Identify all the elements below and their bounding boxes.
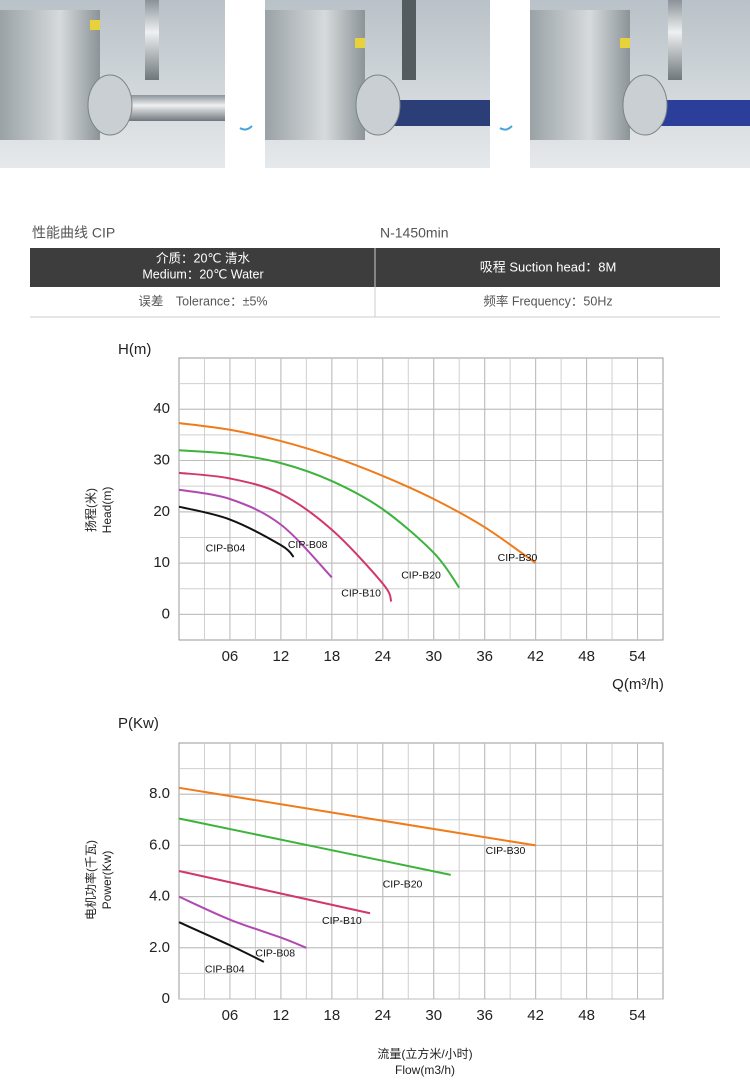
y-axis-title: P(Kw) (118, 715, 159, 732)
series-line (178, 921, 265, 963)
series-line (178, 422, 537, 564)
x-tick-label: 42 (527, 648, 544, 665)
x-tick-label: 18 (323, 648, 340, 665)
y-tick-label: 0 (162, 990, 170, 1007)
x-tick-label: 48 (578, 648, 595, 665)
series-label: CIP-B10 (322, 915, 362, 927)
x-tick-label: 06 (222, 1007, 239, 1024)
y-axis-label: 电机功率(千瓦) (83, 840, 98, 920)
arrow (499, 125, 513, 131)
table-cell: 吸程 Suction head：8M (480, 259, 617, 274)
x-tick-label: 30 (425, 648, 442, 665)
chart: 06 12 18 24 30 36 42 48 54 0 10 20 30 40 H(m) 扬程(米) Head… (83, 341, 664, 693)
chart: 06 12 18 24 30 36 42 48 54 0 2.0 4.0 6.0 8.0 P(Kw) 电机功率… (83, 715, 664, 1077)
x-tick-label: 42 (527, 1007, 544, 1024)
x-tick-label: 06 (222, 648, 239, 665)
y-tick-label: 0 (162, 605, 170, 622)
x-tick-label: 30 (425, 1007, 442, 1024)
y-tick-label: 20 (153, 503, 170, 520)
x-axis-label: 流量(立方米/小时) (377, 1046, 472, 1061)
y-tick-label: 2.0 (149, 939, 170, 956)
product-photos (0, 0, 750, 168)
series-line (178, 895, 307, 949)
series-line (178, 817, 451, 876)
y-tick-label: 40 (153, 400, 170, 417)
series-label: CIP-B20 (401, 569, 441, 581)
y-axis-title: H(m) (118, 341, 151, 358)
series-label: CIP-B08 (255, 948, 295, 960)
y-axis-label: Head(m) (100, 487, 114, 534)
y-tick-label: 4.0 (149, 888, 170, 905)
series-label: CIP-B20 (383, 879, 423, 891)
photo (0, 0, 225, 168)
x-axis-label: Flow(m3/h) (395, 1063, 455, 1077)
speed: N-1450min (380, 225, 448, 241)
series-label: CIP-B04 (205, 964, 245, 976)
x-tick-label: 12 (273, 1007, 290, 1024)
x-tick-label: 24 (374, 1007, 391, 1024)
table-cell: 误差 Tolerance：±5% (138, 294, 267, 308)
x-tick-label: 24 (374, 648, 391, 665)
x-tick-label: 36 (476, 1007, 493, 1024)
series-line (178, 488, 333, 579)
x-tick-label: 12 (273, 648, 290, 665)
x-tick-label: 18 (323, 1007, 340, 1024)
y-tick-label: 8.0 (149, 785, 170, 802)
series-line (178, 471, 393, 602)
series-line (178, 870, 371, 915)
arrow (239, 125, 253, 131)
y-axis-label: 扬程(米) (83, 488, 98, 532)
series-line (178, 505, 295, 558)
series-line (178, 449, 461, 589)
series-label: CIP-B04 (206, 543, 246, 555)
y-tick-label: 10 (153, 554, 170, 571)
y-tick-label: 6.0 (149, 836, 170, 853)
x-tick-label: 48 (578, 1007, 595, 1024)
table-cell: Medium：20℃ Water (142, 267, 263, 281)
photo (530, 0, 750, 168)
series-label: CIP-B30 (498, 552, 538, 564)
spec-table: 介质：20℃ 清水 Medium：20℃ Water 吸程 Suction he… (30, 248, 720, 318)
section-title: 性能曲线 CIP (32, 225, 115, 241)
x-tick-label: 54 (629, 648, 646, 665)
series-label: CIP-B30 (486, 845, 526, 857)
series-label: CIP-B08 (288, 539, 328, 551)
x-tick-label: 54 (629, 1007, 646, 1024)
y-axis-label: Power(Kw) (100, 851, 114, 910)
table-cell: 介质：20℃ 清水 (156, 251, 250, 265)
series-line (178, 786, 536, 847)
photo (265, 0, 490, 168)
y-tick-label: 30 (153, 452, 170, 469)
x-tick-label: 36 (476, 648, 493, 665)
x-axis-label: Q(m³/h) (612, 676, 664, 693)
plot-area (178, 357, 664, 641)
series-label: CIP-B10 (341, 587, 381, 599)
table-cell: 频率 Frequency：50Hz (483, 293, 612, 308)
